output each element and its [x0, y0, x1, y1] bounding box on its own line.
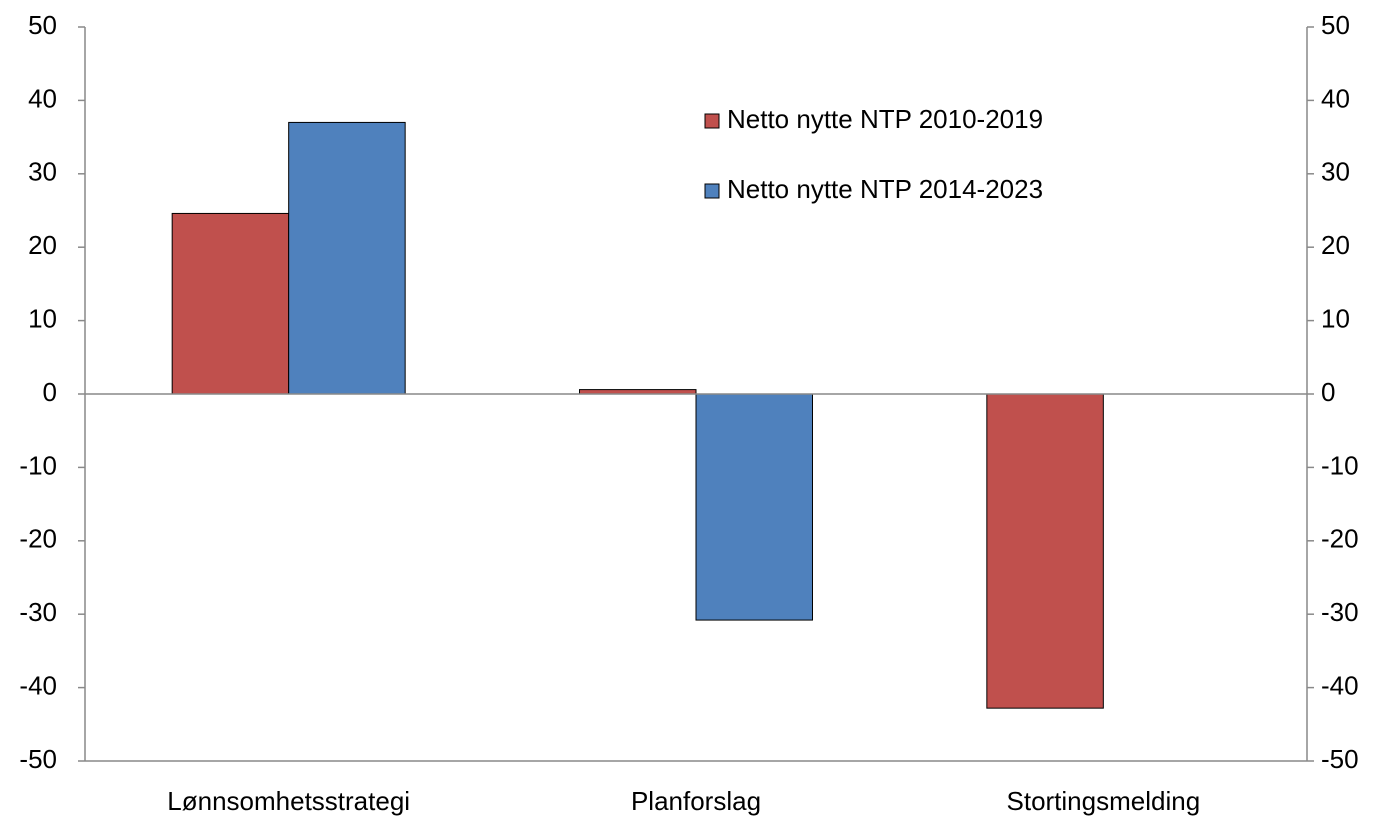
y-tick-label: -30: [19, 597, 57, 627]
bar: [288, 121, 406, 395]
y-tick-label: 30: [28, 157, 57, 187]
y-tick-label: -20: [19, 524, 57, 554]
y2-tick-label: 20: [1321, 230, 1350, 260]
x-tick-label: Stortingsmelding: [1007, 786, 1201, 816]
y2-tick-label: -10: [1321, 450, 1359, 480]
y-tick-label: -10: [19, 450, 57, 480]
legend-swatch: [704, 113, 720, 129]
x-tick-label: Lønnsomhetsstrategi: [167, 786, 410, 816]
y2-tick-label: -50: [1321, 744, 1359, 774]
y-tick-label: 10: [28, 303, 57, 333]
y2-tick-label: -40: [1321, 670, 1359, 700]
y2-tick-label: 50: [1321, 10, 1350, 40]
legend-swatch: [704, 183, 720, 199]
y-tick-label: 40: [28, 83, 57, 113]
bar: [171, 212, 290, 395]
y2-tick-label: 30: [1321, 157, 1350, 187]
y-tick-label: 50: [28, 10, 57, 40]
y2-tick-label: -30: [1321, 597, 1359, 627]
y2-tick-label: 10: [1321, 303, 1350, 333]
bar: [695, 393, 813, 621]
y2-tick-label: 40: [1321, 83, 1350, 113]
legend-label: Netto nytte NTP 2010-2019: [727, 104, 1043, 134]
legend-label: Netto nytte NTP 2014-2023: [727, 174, 1043, 204]
y-tick-label: 20: [28, 230, 57, 260]
bar: [986, 393, 1104, 709]
y-tick-label: -50: [19, 744, 57, 774]
y2-tick-label: 0: [1321, 377, 1335, 407]
x-tick-label: Planforslag: [631, 786, 761, 816]
y-tick-label: 0: [43, 377, 57, 407]
y-tick-label: -40: [19, 670, 57, 700]
y2-tick-label: -20: [1321, 524, 1359, 554]
